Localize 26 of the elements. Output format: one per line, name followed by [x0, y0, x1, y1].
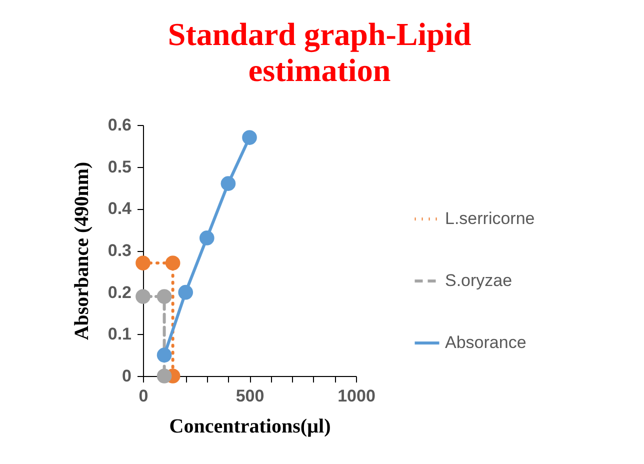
x-tick-label: 500: [236, 386, 264, 406]
point: [136, 289, 150, 304]
y-tick-label: 0.3: [108, 241, 132, 260]
legend-label: L.serricorne: [445, 209, 535, 228]
y-tick-label: 0.5: [108, 157, 132, 176]
x-tick-label: 0: [138, 386, 148, 406]
point: [156, 289, 172, 304]
point: [178, 284, 194, 300]
point: [199, 230, 214, 246]
y-tick-label: 0.2: [108, 282, 132, 302]
legend-label: S.oryzae: [445, 271, 512, 290]
y-axis-title: Absorbance (490nm): [70, 162, 93, 340]
chart-title: Standard graph-Lipid estimation: [168, 16, 472, 88]
point: [136, 256, 150, 270]
y-tick-label: 0.6: [108, 116, 132, 134]
point: [220, 176, 236, 191]
legend-label: Absorance: [445, 333, 526, 352]
x-axis-title: Concentrations(µl): [169, 416, 331, 438]
x-tick-label: 1000: [338, 386, 376, 406]
y-tick-label: 0.1: [108, 324, 132, 344]
point: [156, 348, 172, 362]
point: [165, 256, 180, 270]
point: [242, 130, 257, 145]
y-tick-label: 0: [122, 366, 132, 386]
point: [156, 368, 172, 384]
y-tick-label: 0.4: [108, 199, 132, 218]
